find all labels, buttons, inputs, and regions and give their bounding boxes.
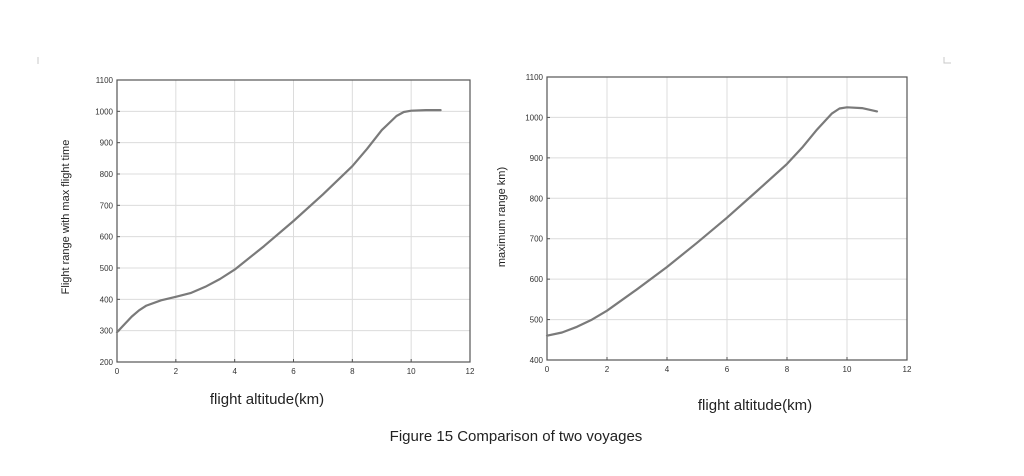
y-tick-label: 400 [530,356,544,365]
x-tick-label: 2 [605,365,610,374]
y-tick-label: 600 [530,275,544,284]
left-chart-xlabel: flight altitude(km) [210,391,324,408]
right-chart-series-line [545,106,879,337]
x-tick-label: 8 [350,367,355,376]
right-chart-yticks: 400 500 600 700 800 900 1000 1100 [525,73,550,365]
y-tick-label: 500 [530,316,544,325]
x-tick-label: 6 [725,365,730,374]
left-chart: 200 300 400 500 600 700 800 900 1000 1100 0 2 4 6 8 10… [60,76,475,408]
x-tick-label: 0 [545,365,550,374]
x-tick-label: 4 [665,365,670,374]
figure-caption: Figure 15 Comparison of two voyages [390,428,643,445]
x-tick-label: 4 [232,367,237,376]
x-tick-label: 12 [903,365,912,374]
y-tick-label: 700 [100,201,114,210]
y-tick-label: 1100 [96,76,114,85]
y-tick-label: 800 [100,170,114,179]
y-tick-label: 900 [530,154,544,163]
y-tick-label: 1000 [95,107,113,116]
right-chart-ylabel: maximum range km) [496,167,508,267]
y-tick-label: 400 [100,295,114,304]
y-tick-label: 700 [530,235,544,244]
y-tick-label: 200 [100,358,114,367]
x-tick-label: 10 [843,365,852,374]
right-chart-xlabel: flight altitude(km) [698,397,812,414]
x-tick-label: 6 [291,367,296,376]
right-chart-grid [547,77,907,360]
x-tick-label: 0 [115,367,120,376]
y-tick-label: 600 [100,233,114,242]
y-tick-label: 800 [530,194,544,203]
x-tick-label: 8 [785,365,790,374]
y-tick-label: 1100 [526,73,544,82]
x-tick-label: 2 [174,367,179,376]
left-chart-series-line [115,109,442,334]
left-chart-yticks: 200 300 400 500 600 700 800 900 1000 1100 [95,76,120,367]
x-tick-label: 12 [466,367,475,376]
y-tick-label: 300 [100,327,114,336]
right-chart: 400 500 600 700 800 900 1000 1100 0 2 4 6 8 10 12 fli… [496,73,912,414]
x-tick-label: 10 [407,367,416,376]
y-tick-label: 900 [100,139,114,148]
y-tick-label: 1000 [525,113,543,122]
left-chart-ylabel: Flight range with max flight time [60,140,72,295]
corner-mark-right [943,57,951,64]
right-chart-xticks: 0 2 4 6 8 10 12 [545,357,912,374]
y-tick-label: 500 [100,264,114,273]
left-chart-xticks: 0 2 4 6 8 10 12 [115,359,475,376]
